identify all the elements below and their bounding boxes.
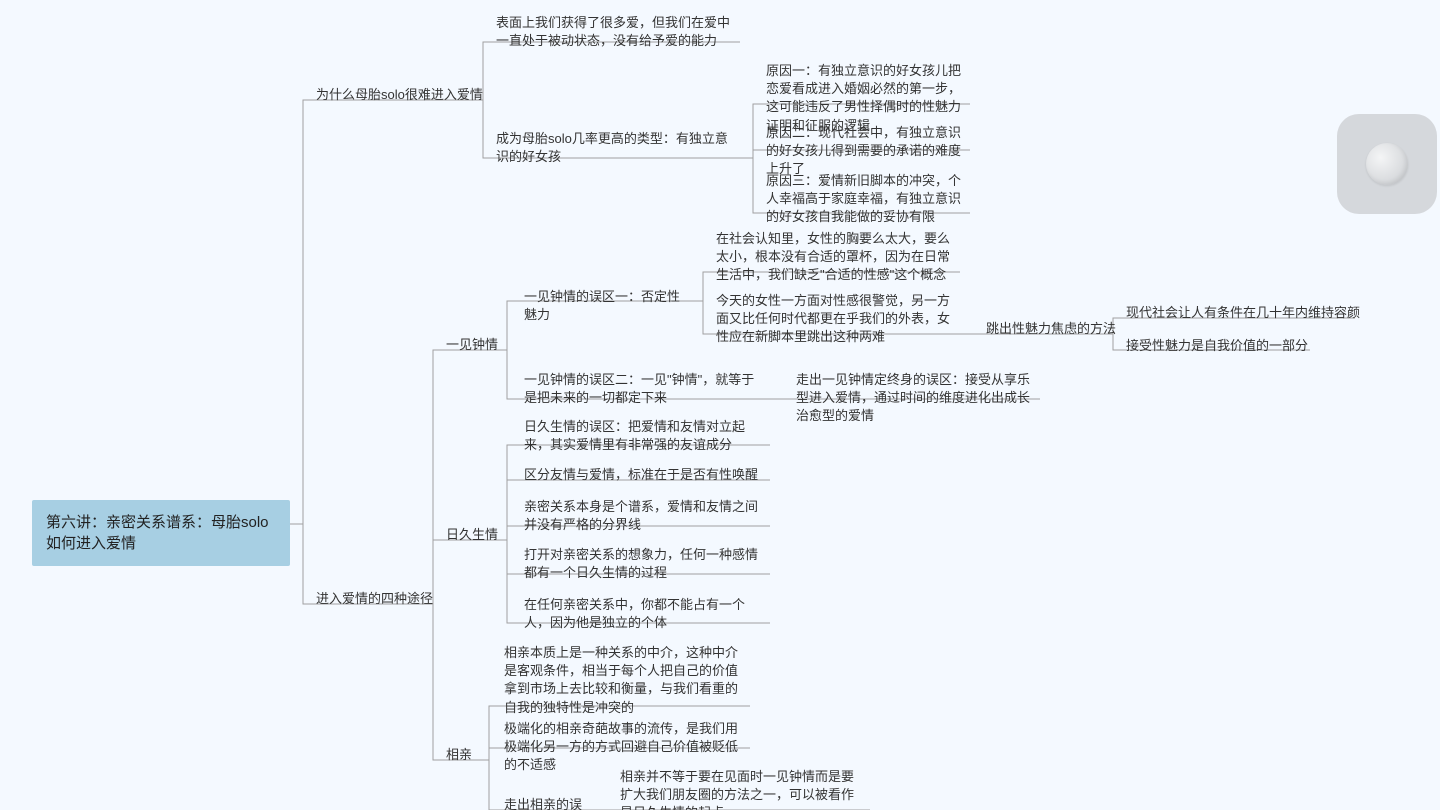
node-x1[interactable]: 相亲本质上是一种关系的中介，这种中介是客观条件，相当于每个人把自己的价值拿到市场… [504,644,746,717]
widget-button-icon [1366,143,1408,185]
node-maintain-looks[interactable]: 现代社会让人有条件在几十年内维持容颜 [1126,304,1360,322]
node-reason-3[interactable]: 原因三：爱情新旧脚本的冲突，个人幸福高于家庭幸福，有独立意识的好女孩自我能做的妥… [766,172,966,227]
node-x3-next[interactable]: 相亲并不等于要在见面时一见钟情而是要扩大我们朋友圈的方法之一，可以被看作是日久生… [620,768,866,810]
branch-why-solo[interactable]: 为什么母胎solo很难进入爱情 [316,86,483,104]
node-d4[interactable]: 打开对亲密关系的想象力，任何一种感情都有一个日久生情的过程 [524,546,764,582]
node-reason-2[interactable]: 原因二：现代社会中，有独立意识的好女孩儿得到需要的承诺的难度上升了 [766,124,966,179]
node-d3[interactable]: 亲密关系本身是个谱系，爱情和友情之间并没有严格的分界线 [524,498,764,534]
node-x3[interactable]: 走出相亲的误区 [504,796,594,810]
node-social-cognition[interactable]: 在社会认知里，女性的胸要么太大，要么太小，根本没有合适的罩杯，因为在日常生活中，… [716,230,956,285]
node-misconception-2[interactable]: 一见钟情的误区二：一见"钟情"，就等于是把未来的一切都定下来 [524,371,764,407]
node-escape-lifelong[interactable]: 走出一见钟情定终身的误区：接受从享乐型进入爱情，通过时间的维度进化出成长治愈型的… [796,371,1036,426]
node-escape-method[interactable]: 跳出性魅力焦虑的方法 [986,320,1116,338]
node-d2[interactable]: 区分友情与爱情，标准在于是否有性唤醒 [524,466,764,484]
node-independent-girl[interactable]: 成为母胎solo几率更高的类型：有独立意识的好女孩 [496,130,736,166]
floating-widget[interactable] [1337,114,1437,214]
branch-four-paths[interactable]: 进入爱情的四种途径 [316,590,433,608]
node-misconception-1[interactable]: 一见钟情的误区一：否定性魅力 [524,288,690,324]
node-matchmaking[interactable]: 相亲 [446,746,472,764]
node-x2[interactable]: 极端化的相亲奇葩故事的流传，是我们用极端化另一方的方式回避自己价值被贬低的不适感 [504,720,746,775]
node-love-first-sight[interactable]: 一见钟情 [446,336,498,354]
node-d5[interactable]: 在任何亲密关系中，你都不能占有一个人，因为他是独立的个体 [524,596,764,632]
node-passive-love[interactable]: 表面上我们获得了很多爱，但我们在爱中一直处于被动状态，没有给予爱的能力 [496,14,736,50]
node-d1[interactable]: 日久生情的误区：把爱情和友情对立起来，其实爱情里有非常强的友谊成分 [524,418,764,454]
root-node[interactable]: 第六讲：亲密关系谱系：母胎solo如何进入爱情 [32,500,290,566]
node-accept-charm[interactable]: 接受性魅力是自我价值的一部分 [1126,337,1308,355]
node-grow-love[interactable]: 日久生情 [446,526,498,544]
node-dilemma[interactable]: 今天的女性一方面对性感很警觉，另一方面又比任何时代都更在乎我们的外表，女性应在新… [716,292,956,347]
